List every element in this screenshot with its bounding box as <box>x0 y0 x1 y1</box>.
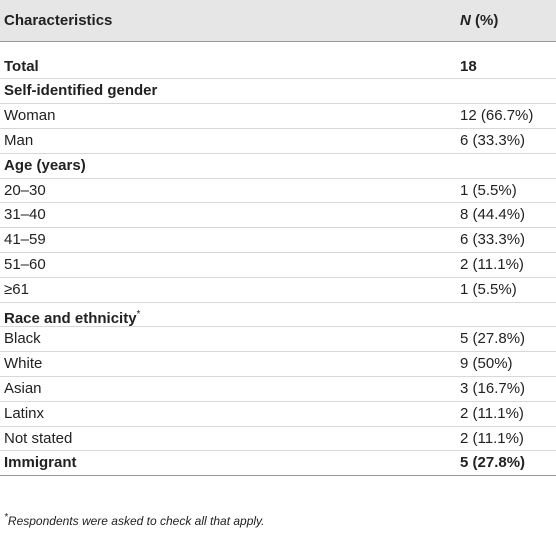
row-label: Race and ethnicity* <box>4 303 140 332</box>
row-label: Man <box>4 129 33 154</box>
table-row: Self-identified gender <box>0 79 556 105</box>
row-label: Self-identified gender <box>4 79 157 104</box>
row-value: 9 (50%) <box>460 355 513 373</box>
row-value: 5 (27.8%) <box>460 454 526 472</box>
row-value: 1 (5.5%) <box>460 280 517 298</box>
row-label-text: Immigrant <box>4 454 77 472</box>
row-label: White <box>4 352 42 377</box>
table-row: White 9 (50%) <box>0 352 556 377</box>
table-row: Immigrant 5 (27.8%) <box>0 451 556 477</box>
row-label: Black <box>4 327 41 352</box>
table-row: Woman 12 (66.7%) <box>0 104 556 129</box>
row-label: Woman <box>4 104 55 129</box>
row-label-text: 20–30 <box>4 181 46 199</box>
row-label: 41–59 <box>4 228 46 253</box>
row-label-text: White <box>4 355 43 373</box>
header-value: N (%) <box>460 12 498 29</box>
header-value-italic: N <box>460 12 471 29</box>
row-label: Asian <box>4 377 42 402</box>
row-label: Immigrant <box>4 451 77 476</box>
row-label: 51–60 <box>4 253 46 278</box>
table-row: Latinx 2 (11.1%) <box>0 402 556 427</box>
table-row: ≥61 1 (5.5%) <box>0 278 556 303</box>
row-label-text: Self-identified gender <box>4 82 158 100</box>
row-value: 12 (66.7%) <box>460 107 534 125</box>
row-label-text: Black <box>4 330 41 348</box>
row-label: 20–30 <box>4 179 46 204</box>
table-row: Age (years) <box>0 154 556 179</box>
row-value: 1 (5.5%) <box>460 181 517 199</box>
row-label-text: Age (years) <box>4 156 86 174</box>
footnote: *Respondents were asked to check all tha… <box>4 512 265 528</box>
row-label: ≥61 <box>4 278 29 303</box>
row-label-text: 41–59 <box>4 231 46 249</box>
row-label-text: Race and ethnicity <box>4 309 137 327</box>
row-value: 6 (33.3%) <box>460 132 526 149</box>
row-label: Not stated <box>4 427 72 452</box>
header-value-rest: (%) <box>475 12 499 29</box>
footnote-mark: * <box>4 512 8 523</box>
row-label-text: Man <box>4 132 34 149</box>
header-label: Characteristics <box>4 12 113 29</box>
row-label: Latinx <box>4 402 44 427</box>
table-row: Not stated 2 (11.1%) <box>0 427 556 452</box>
row-value: 5 (27.8%) <box>460 330 526 348</box>
header-row: Characteristics N (%) <box>0 0 556 42</box>
table-row: 20–30 1 (5.5%) <box>0 179 556 204</box>
row-label-mark: * <box>136 308 141 320</box>
row-label-text: Woman <box>4 107 56 125</box>
row-value: 3 (16.7%) <box>460 380 526 397</box>
row-label-text: 31–40 <box>4 206 46 224</box>
table-row: Race and ethnicity* <box>0 303 556 328</box>
row-label-text: Latinx <box>4 404 45 422</box>
row-label: Total <box>4 55 39 80</box>
table-row: 51–60 2 (11.1%) <box>0 253 556 278</box>
row-value: 2 (11.1%) <box>460 429 524 447</box>
row-value: 2 (11.1%) <box>460 404 524 422</box>
footnote-text: Respondents were asked to check all that… <box>7 514 265 528</box>
row-value: 2 (11.1%) <box>460 256 524 273</box>
row-label-text: Not stated <box>4 429 73 447</box>
table-row: Black 5 (27.8%) <box>0 327 556 353</box>
table-row: 41–59 6 (33.3%) <box>0 228 556 253</box>
table-row: Man 6 (33.3%) <box>0 129 556 154</box>
row-label-text: ≥61 <box>4 280 29 298</box>
table-row: 31–40 8 (44.4%) <box>0 203 556 229</box>
row-label-text: Asian <box>4 380 42 397</box>
row-label-text: Total <box>4 57 39 75</box>
row-value: 8 (44.4%) <box>460 206 526 224</box>
table-row: Total 18 <box>0 55 556 80</box>
row-label: Age (years) <box>4 154 86 179</box>
row-label-text: 51–60 <box>4 256 46 273</box>
table-row: Asian 3 (16.7%) <box>0 377 556 402</box>
row-label: 31–40 <box>4 203 46 228</box>
row-value: 18 <box>460 57 477 75</box>
row-value: 6 (33.3%) <box>460 231 526 249</box>
